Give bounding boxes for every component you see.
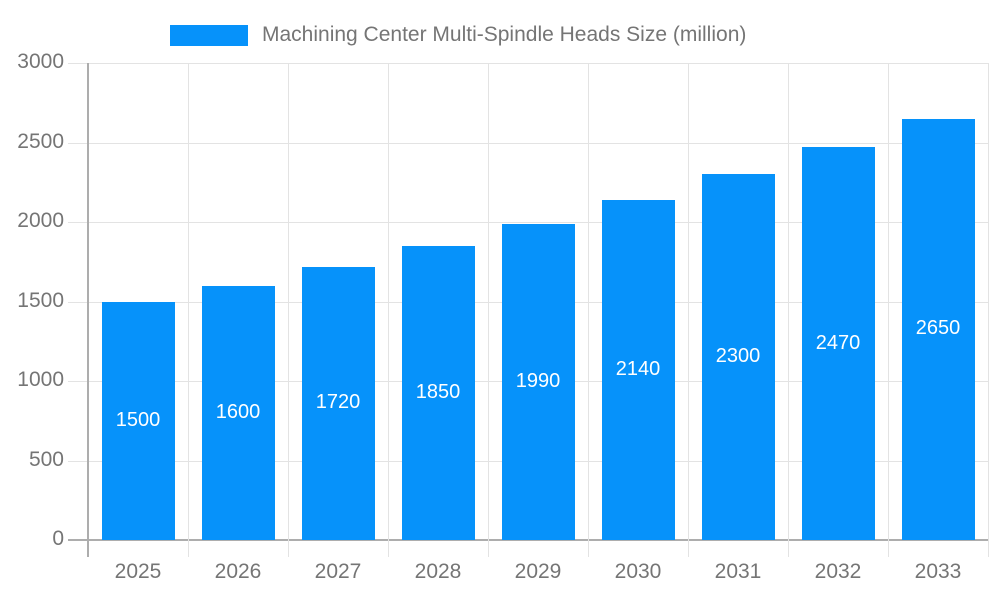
v-gridline bbox=[588, 63, 589, 557]
legend-label: Machining Center Multi-Spindle Heads Siz… bbox=[262, 23, 747, 46]
bar-value-label: 1720 bbox=[315, 391, 361, 414]
bar[interactable]: 2140 bbox=[601, 199, 675, 540]
y-tick-label: 1500 bbox=[17, 288, 64, 312]
y-tick-label: 1000 bbox=[17, 368, 64, 391]
v-gridline bbox=[188, 63, 189, 557]
bar-value-label: 2300 bbox=[715, 345, 761, 368]
bar[interactable]: 1720 bbox=[301, 266, 375, 540]
x-tick-label: 2025 bbox=[114, 560, 162, 583]
bar-value-label: 2140 bbox=[615, 357, 661, 380]
v-gridline bbox=[988, 63, 989, 557]
bar-value-label: 1990 bbox=[515, 369, 561, 392]
v-gridline bbox=[688, 63, 689, 557]
legend-item[interactable]: Machining Center Multi-Spindle Heads Siz… bbox=[170, 23, 746, 47]
bar[interactable]: 1600 bbox=[201, 285, 275, 540]
x-tick-label: 2030 bbox=[614, 560, 662, 583]
x-tick-label: 2033 bbox=[914, 560, 962, 583]
v-gridline bbox=[788, 63, 789, 557]
bar-value-label: 1500 bbox=[115, 408, 161, 431]
bar[interactable]: 2470 bbox=[801, 147, 875, 540]
h-gridline bbox=[68, 142, 988, 144]
x-tick-label: 2026 bbox=[214, 560, 262, 583]
x-tick-label: 2028 bbox=[414, 560, 462, 583]
y-tick-label: 0 bbox=[52, 527, 64, 550]
y-tick-label: 2000 bbox=[17, 209, 64, 232]
bar[interactable]: 1990 bbox=[501, 223, 575, 540]
x-tick-label: 2029 bbox=[514, 560, 562, 583]
y-axis-line bbox=[87, 63, 89, 557]
h-gridline bbox=[68, 63, 988, 64]
y-tick-label: 2500 bbox=[17, 129, 64, 153]
v-gridline bbox=[288, 63, 289, 557]
y-tick-label: 500 bbox=[28, 447, 64, 471]
bar[interactable]: 2300 bbox=[701, 174, 775, 540]
y-tick-label: 3000 bbox=[17, 50, 64, 73]
bar-value-label: 1850 bbox=[415, 380, 461, 403]
bar-value-label: 2650 bbox=[915, 317, 961, 340]
x-tick-label: 2032 bbox=[814, 560, 862, 583]
v-gridline bbox=[388, 63, 389, 557]
bar-value-label: 1600 bbox=[215, 400, 261, 423]
bar[interactable]: 1500 bbox=[101, 301, 175, 540]
bar-value-label: 2470 bbox=[815, 331, 861, 354]
bar[interactable]: 1850 bbox=[401, 245, 475, 540]
x-tick-label: 2031 bbox=[714, 560, 762, 583]
v-gridline bbox=[488, 63, 489, 557]
legend-swatch bbox=[170, 24, 248, 46]
h-gridline bbox=[68, 222, 988, 223]
x-tick-label: 2027 bbox=[314, 560, 362, 583]
x-axis-line bbox=[68, 539, 988, 541]
v-gridline bbox=[888, 63, 889, 557]
bar[interactable]: 2650 bbox=[901, 118, 975, 540]
